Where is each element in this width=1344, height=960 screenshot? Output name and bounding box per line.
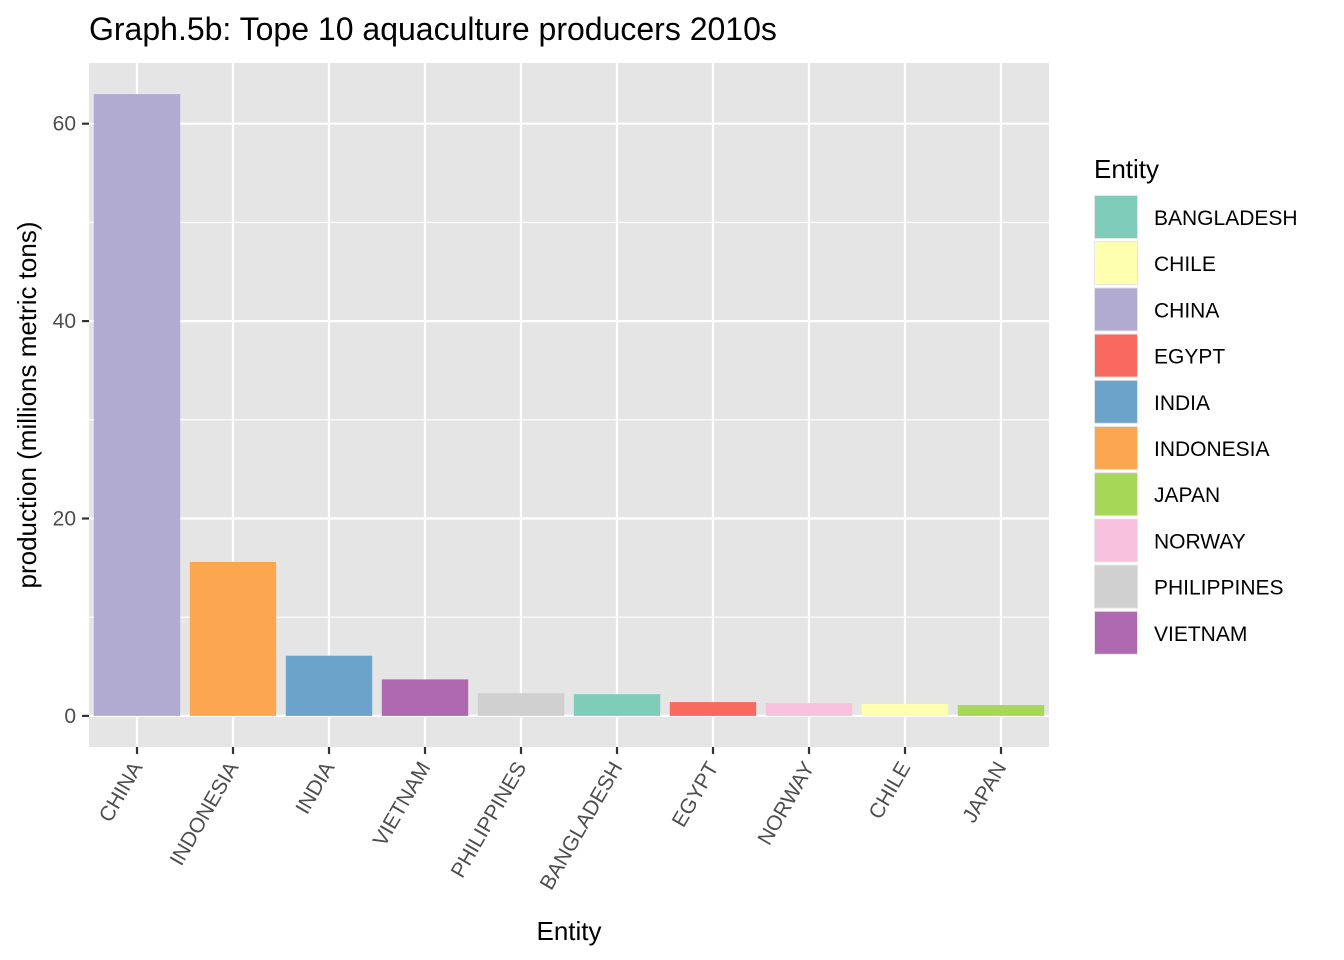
x-tick-label: INDONESIA (166, 758, 244, 870)
legend-label: INDONESIA (1154, 438, 1270, 461)
legend-label: JAPAN (1154, 484, 1220, 507)
legend-item: INDONESIA (1094, 426, 1270, 470)
legend: Entity BANGLADESH CHILE CHINA EGYPT INDIA IND… (1094, 154, 1298, 655)
legend-label: BANGLADESH (1154, 207, 1298, 230)
legend-item: INDIA (1094, 379, 1210, 424)
y-axis: 0 20 40 60 (53, 113, 89, 728)
x-tick-label: INDIA (291, 758, 339, 818)
bar-norway (765, 703, 853, 716)
legend-label: INDIA (1154, 392, 1210, 415)
y-tick-label: 60 (53, 113, 76, 136)
legend-swatch (1095, 196, 1137, 238)
x-tick-label: EGYPT (668, 758, 724, 831)
legend-item: CHINA (1094, 287, 1219, 332)
x-axis: CHINA INDONESIA INDIA VIETNAM PHILIPPINES BAN… (95, 747, 1011, 894)
legend-swatch (1095, 427, 1137, 469)
bar-china (93, 94, 181, 716)
legend-item: PHILIPPINES (1094, 564, 1284, 609)
legend-label: EGYPT (1154, 346, 1225, 369)
bar-india (285, 655, 373, 716)
legend-swatch (1095, 611, 1137, 654)
legend-item: NORWAY (1094, 518, 1246, 563)
x-tick-label: NORWAY (754, 758, 820, 849)
legend-item: EGYPT (1094, 333, 1225, 378)
bar-japan (957, 705, 1045, 716)
bar-vietnam (381, 679, 469, 716)
legend-swatch (1095, 380, 1137, 423)
legend-label: NORWAY (1154, 530, 1246, 553)
legend-swatch (1095, 519, 1137, 562)
x-tick-label: BANGLADESH (536, 758, 628, 894)
x-tick-label: PHILIPPINES (447, 758, 532, 882)
bars (93, 94, 1045, 716)
legend-label: CHILE (1154, 253, 1216, 276)
legend-item: BANGLADESH (1094, 195, 1298, 239)
x-axis-title: Entity (536, 916, 601, 946)
x-tick-label: CHINA (95, 758, 148, 826)
legend-swatch (1095, 242, 1137, 285)
legend-label: PHILIPPINES (1154, 577, 1284, 600)
legend-items: BANGLADESH CHILE CHINA EGYPT INDIA INDONESIA J… (1094, 195, 1298, 655)
legend-label: CHINA (1154, 299, 1219, 322)
bar-egypt (669, 702, 757, 716)
bar-bangladesh (573, 694, 661, 716)
x-tick-label: JAPAN (958, 758, 1011, 827)
legend-item: CHILE (1094, 241, 1216, 286)
legend-item: VIETNAM (1094, 610, 1247, 655)
chart-title: Graph.5b: Tope 10 aquaculture producers … (89, 11, 777, 47)
legend-swatch (1095, 334, 1137, 377)
bar-philippines (477, 693, 565, 716)
y-axis-title: production (millions metric tons) (12, 221, 42, 588)
bar-indonesia (189, 561, 277, 716)
legend-item: JAPAN (1094, 472, 1220, 517)
x-tick-label: CHILE (864, 758, 915, 823)
legend-label: VIETNAM (1154, 623, 1247, 646)
legend-swatch (1095, 473, 1137, 516)
legend-title: Entity (1094, 154, 1159, 184)
y-tick-label: 20 (53, 508, 76, 531)
legend-swatch (1095, 565, 1137, 608)
bar-chile (861, 704, 949, 716)
legend-swatch (1095, 288, 1137, 331)
y-tick-label: 0 (64, 705, 76, 728)
y-tick-label: 40 (53, 310, 76, 333)
x-tick-label: VIETNAM (369, 758, 436, 850)
